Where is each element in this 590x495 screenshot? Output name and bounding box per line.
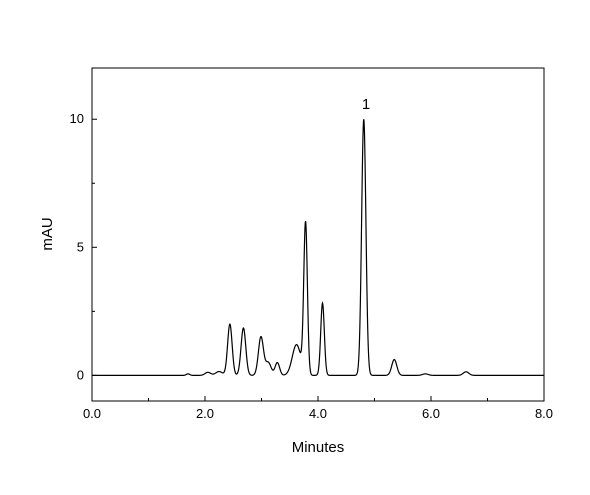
x-tick-label: 8.0 — [535, 406, 553, 421]
y-tick-label: 0 — [77, 367, 84, 382]
y-axis-ticks: 0 5 10 — [70, 111, 97, 382]
x-tick-label: 6.0 — [422, 406, 440, 421]
x-tick-label: 2.0 — [196, 406, 214, 421]
x-tick-label: 4.0 — [309, 406, 327, 421]
peak-label: 1 — [362, 96, 370, 113]
x-tick-label: 0.0 — [83, 406, 101, 421]
y-axis-title: mAU — [39, 217, 56, 250]
x-axis-title: Minutes — [292, 439, 345, 456]
plot-frame — [91, 67, 545, 402]
chromatogram-trace — [92, 119, 544, 376]
y-tick-label: 5 — [77, 239, 84, 254]
x-axis-ticks: 0.0 2.0 4.0 6.0 8.0 — [83, 396, 553, 421]
y-tick-label: 10 — [70, 111, 84, 126]
peak-annotations: 1 — [362, 96, 370, 113]
